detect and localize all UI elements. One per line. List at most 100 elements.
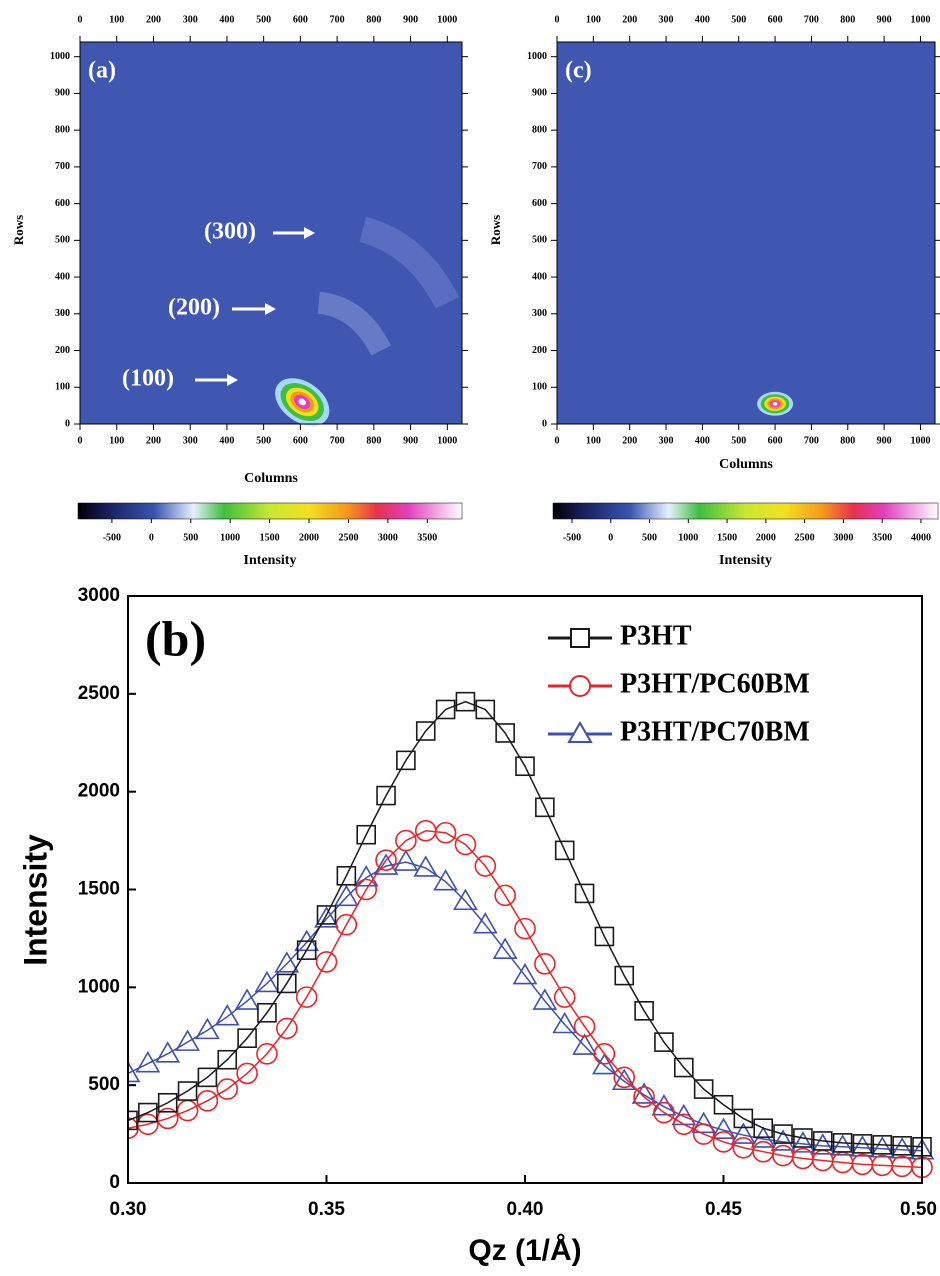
data-point [128,1110,138,1131]
data-point [375,849,397,871]
data-point [850,1135,875,1157]
intensity-peak [298,398,306,406]
data-point [673,1057,694,1078]
y-tick-label: 800 [55,124,70,135]
x-tick-label-top: 700 [330,14,345,25]
y-tick-label: 1000 [50,51,70,62]
peak-annotation: (200) [168,295,220,321]
data-point [295,986,318,1008]
x-tick-label: 500 [731,435,746,446]
data-point [713,1094,734,1115]
data-point [611,1068,637,1091]
x-tick-label-top: 500 [256,14,271,25]
data-point [336,866,357,886]
x-tick-label-top: 300 [659,14,674,25]
colorbar-tick-label: 1000 [678,532,698,543]
data-point [197,1067,218,1088]
ring-300 [359,216,459,309]
data-point [254,970,280,993]
y-tick-label: 700 [532,161,547,172]
peak-annotation: (100) [122,366,174,392]
x-tick-label: 300 [659,435,674,446]
data-point [613,1066,636,1089]
x-axis-label: Columns [244,471,298,486]
panel-label: (b) [145,610,206,666]
colorbar-tick-label: 3500 [417,532,437,543]
x-tick-label-top: 400 [219,14,234,25]
x-tick-label: 400 [695,435,710,446]
x-tick-label: 0.40 [507,1199,544,1220]
data-point [869,1136,895,1158]
x-tick-label: 800 [366,435,381,446]
data-point [353,865,379,887]
data-point [552,1011,578,1034]
x-tick-label: 500 [256,435,271,446]
x-tick-label-top: 900 [403,14,418,25]
data-point [376,785,396,806]
intensity-peak [772,401,778,406]
data-point [514,917,536,940]
y-tick-label: 300 [532,308,547,319]
data-point [573,1015,596,1038]
y-tick-label: 3000 [78,585,120,606]
data-point [275,1017,298,1040]
x-tick-label: 0.30 [110,1199,147,1220]
panel-label: (a) [88,58,116,84]
legend-marker [570,628,590,648]
y-tick-label: 900 [532,88,547,99]
x-tick-label-top: 1000 [910,14,930,25]
data-point [333,884,359,907]
x-tick-label: 600 [293,435,308,446]
x-tick-label-top: 200 [146,14,161,25]
data-point [177,1081,198,1101]
legend-label: P3HT [620,620,692,651]
series-line [128,700,923,1148]
colorbar-tick-label: 2500 [338,532,358,543]
colorbar-tick-label: 2000 [299,532,319,543]
colorbar-tick-label: 2000 [756,532,776,543]
colorbar-tick-label: -500 [563,532,581,543]
colorbar-tick-label: -500 [103,532,121,543]
y-tick-label: 200 [55,345,70,356]
data-point [654,1032,674,1052]
data-point [138,1102,158,1123]
data-point [276,973,297,994]
colorbar-tick-label: 4000 [911,532,931,543]
data-point [216,1078,239,1100]
y-tick-label: 300 [55,308,70,319]
y-tick-label: 100 [55,382,70,393]
colorbar-tick-label: 3000 [833,532,853,543]
data-point [812,1131,833,1151]
arrow-head [304,227,315,239]
data-point [434,821,457,844]
y-tick-label: 500 [532,235,547,246]
colorbar-tick-label: 0 [149,532,154,543]
colorbar-tick-label: 500 [642,532,657,543]
x-tick-label: 700 [804,435,819,446]
data-point [128,1060,141,1083]
ring-200 [317,291,392,356]
x-tick-label: 0.50 [900,1199,937,1220]
data-point [753,1118,774,1139]
data-point [872,1135,893,1155]
x-tick-label: 1000 [437,435,457,446]
data-point [453,888,478,911]
y-tick-label: 600 [532,198,547,209]
x-tick-label-top: 300 [183,14,198,25]
data-point [793,1128,813,1148]
data-point [733,1108,754,1129]
y-tick-label: 500 [88,1074,120,1095]
data-point [492,937,518,959]
data-point [257,1002,277,1023]
colorbar-tick-label: 1000 [220,532,240,543]
series [128,849,935,1160]
y-tick-label: 0 [109,1172,120,1193]
x-tick-label: 0 [555,435,560,446]
image-frame [556,41,936,425]
y-tick-label: 2500 [78,683,120,704]
colorbar-tick-label: 1500 [717,532,737,543]
data-point [137,1113,159,1136]
x-tick-label-top: 200 [622,14,637,25]
data-point [574,883,595,904]
